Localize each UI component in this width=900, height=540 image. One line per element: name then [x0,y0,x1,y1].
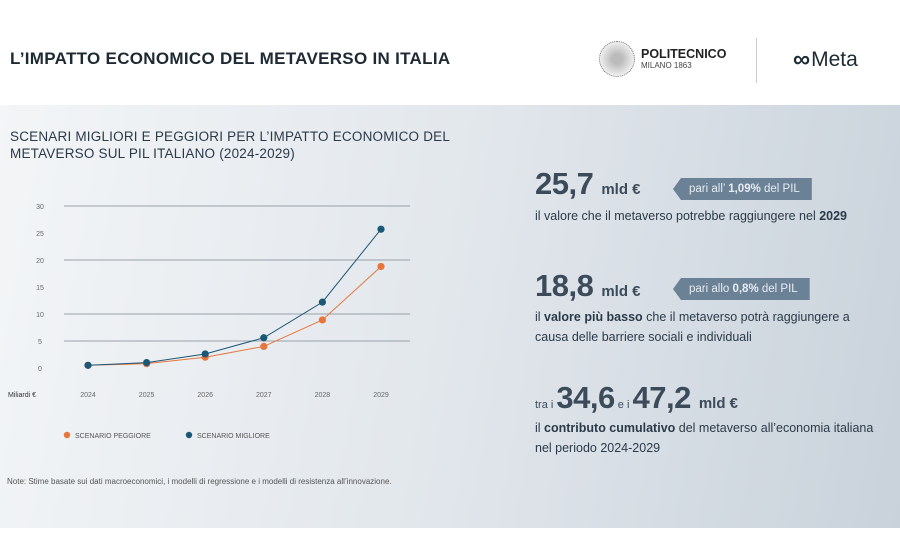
chart-note: Note: Stime basate sui dati macroeconomi… [7,477,392,486]
polimi-name: POLITECNICO [641,46,727,61]
data-point [260,334,268,342]
polimi-logo: POLITECNICO MILANO 1863 [599,41,726,77]
chart-title: SCENARI MIGLIORI E PEGGIORI PER L’IMPATT… [10,129,450,161]
data-point [377,262,385,271]
y-tick-label: 0 [38,366,42,373]
data-point [201,350,209,358]
x-tick-label: 2026 [197,392,213,399]
data-point [84,361,92,369]
stat-best-value: 25,7 mld € [535,166,641,201]
legend-marker [185,431,193,439]
legend-label: SCENARIO MIGLIORE [197,433,270,440]
x-tick-label: 2025 [139,392,155,399]
y-tick-label: 10 [36,312,44,319]
y-axis-label: Miliardi € [8,392,36,399]
y-tick-label: 5 [38,339,42,346]
stat-best-pil-tag: pari all’ 1,09% del PIL [673,178,812,200]
data-point [143,359,151,367]
meta-logo: ∞ Meta [793,46,858,74]
meta-wordmark: Meta [811,48,858,71]
x-tick-label: 2024 [80,392,96,399]
data-point [318,298,326,306]
y-tick-label: 15 [36,285,44,292]
meta-infinity-icon: ∞ [793,46,810,73]
content-panel [0,105,900,528]
data-point [318,316,326,324]
stat-cumulative-value: tra i 34,6 e i 47,2 mld € [535,380,739,415]
x-tick-label: 2029 [373,392,389,399]
data-point [260,342,268,350]
logo-divider [756,38,757,83]
stat-best-desc: il valore che il metaverso potrebbe ragg… [535,209,848,223]
stat-worst-pil-tag: pari allo 0,8% del PIL [673,278,810,300]
page-title: L’IMPATTO ECONOMICO DEL METAVERSO IN ITA… [10,49,451,68]
y-tick-label: 25 [36,231,44,238]
stat-worst-value: 18,8 mld € [535,268,641,303]
polimi-sub: MILANO 1863 [641,61,692,71]
y-tick-label: 30 [36,204,44,211]
x-tick-label: 2027 [256,392,272,399]
series-line-0 [87,266,382,366]
polimi-seal-icon [599,41,635,77]
stat-cumulative-desc: il contributo cumulativo del metaverso a… [535,421,874,455]
x-tick-label: 2028 [315,392,331,399]
stat-worst-desc: il valore più basso che il metaverso pot… [535,310,850,344]
legend-label: SCENARIO PEGGIORE [75,433,151,440]
y-tick-label: 20 [36,258,44,265]
legend-marker [63,431,71,439]
data-point [377,225,385,233]
series-line-1 [87,228,382,366]
